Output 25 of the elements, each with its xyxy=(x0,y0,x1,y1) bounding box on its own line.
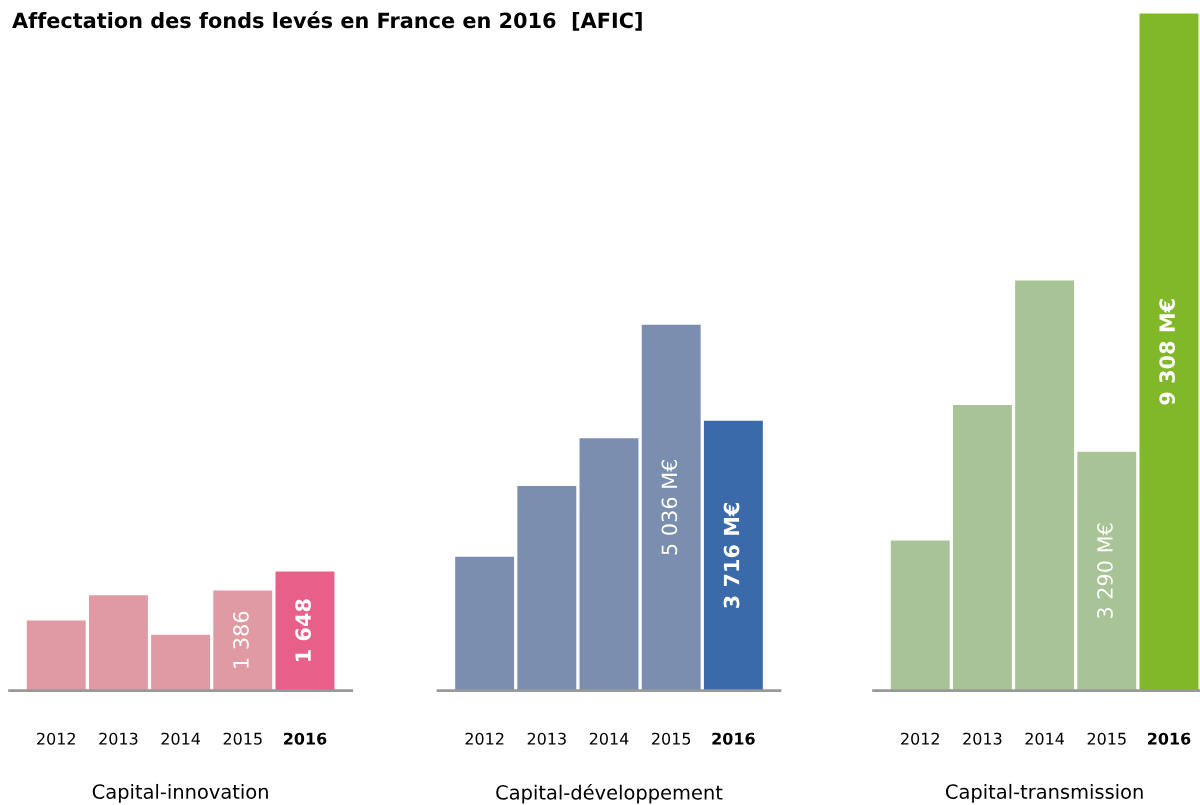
x-tick-label: 2015 xyxy=(223,732,262,745)
data-label: 3 716 M€ xyxy=(723,502,740,608)
x-axis-title: Capital-transmission xyxy=(945,783,1143,803)
x-tick-label: 2015 xyxy=(652,732,691,745)
x-tick-label: 2012 xyxy=(37,732,75,745)
data-label: 1 648 xyxy=(295,599,312,661)
x-tick-label: 2013 xyxy=(99,732,138,745)
x-tick-label: 2012 xyxy=(465,732,504,745)
x-tick-label: 2015 xyxy=(1087,732,1126,745)
x-tick-label: 2016 xyxy=(284,732,327,745)
x-tick-label: 2012 xyxy=(901,732,939,745)
x-tick-label: 2016 xyxy=(712,732,755,745)
chart-title: Affectation des fonds levés en France en 2016 [AFIC] xyxy=(12,11,642,31)
x-tick-label: 2014 xyxy=(589,732,629,745)
x-tick-label: 2014 xyxy=(161,732,201,745)
data-label: 5 036 M€ xyxy=(661,459,678,555)
x-axis-title: Capital-développement xyxy=(496,783,723,804)
x-tick-label: 2013 xyxy=(527,732,566,745)
data-label: 9 308 M€ xyxy=(1159,299,1176,405)
x-axis-title: Capital-innovation xyxy=(92,783,268,803)
x-tick-label: 2016 xyxy=(1148,732,1191,745)
x-tick-label: 2014 xyxy=(1025,732,1065,745)
x-tick-label: 2013 xyxy=(963,732,1002,745)
data-label: 3 290 M€ xyxy=(1097,523,1113,619)
data-label: 1 386 xyxy=(233,611,249,668)
